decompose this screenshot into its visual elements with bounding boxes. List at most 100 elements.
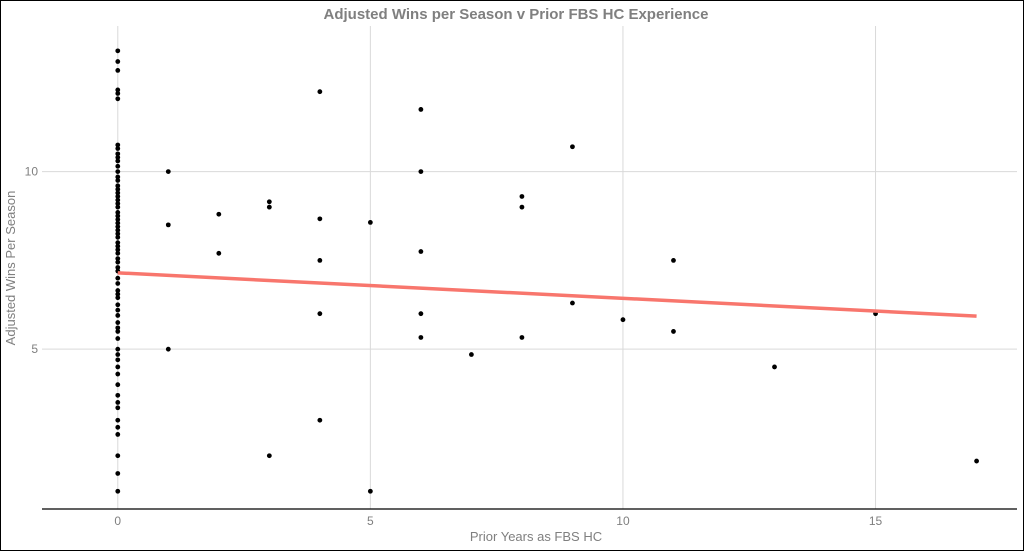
data-point [418, 311, 424, 317]
tick-layer: 0 5 10 15 5 10 [25, 165, 883, 528]
data-point [115, 234, 121, 240]
data-point [115, 295, 121, 301]
data-point [165, 169, 171, 175]
data-point [115, 96, 121, 102]
data-point [570, 300, 575, 306]
data-point [115, 59, 121, 64]
data-point [115, 240, 121, 246]
chart-title: Adjusted Wins per Season v Prior FBS HC … [324, 6, 709, 23]
data-point [115, 382, 121, 388]
data-point [519, 194, 525, 199]
data-point [418, 169, 424, 175]
data-point [115, 256, 121, 262]
data-point [266, 199, 272, 205]
data-point [115, 329, 121, 334]
data-point [115, 392, 121, 398]
data-point [115, 201, 121, 206]
data-point [165, 222, 171, 228]
y-axis-label: Adjusted Wins Per Season [3, 191, 18, 346]
data-point [115, 352, 121, 357]
data-point [115, 155, 121, 160]
data-point [115, 243, 121, 249]
data-point [115, 197, 121, 203]
data-point [115, 313, 121, 318]
data-point [115, 151, 121, 157]
data-point [115, 424, 121, 430]
data-point [115, 471, 121, 476]
x-tick-label: 15 [869, 514, 883, 528]
data-point [115, 91, 121, 96]
data-point [620, 317, 626, 323]
data-point [115, 169, 121, 175]
data-point [115, 217, 121, 222]
data-point [317, 311, 323, 317]
data-point [115, 417, 121, 423]
data-point [115, 453, 121, 459]
data-point [519, 204, 525, 210]
data-point [115, 227, 121, 233]
y-tick-label: 10 [25, 165, 39, 179]
data-point [115, 364, 121, 370]
data-point [367, 219, 373, 225]
data-point [115, 224, 121, 230]
data-point [115, 291, 121, 297]
data-point [115, 183, 121, 189]
x-axis-label: Prior Years as FBS HC [470, 529, 602, 544]
data-point [115, 213, 121, 219]
data-point [418, 107, 424, 112]
data-point [115, 67, 121, 73]
data-point [418, 335, 424, 340]
data-point [115, 174, 121, 180]
data-point [115, 250, 121, 256]
data-point [317, 89, 323, 95]
data-point [317, 417, 323, 423]
data-point [115, 194, 121, 199]
data-point [115, 488, 121, 494]
data-point [115, 432, 121, 437]
data-point [165, 346, 171, 352]
data-point [115, 371, 121, 377]
data-point [974, 458, 979, 464]
data-point [115, 210, 121, 215]
data-point [266, 453, 272, 459]
trend-line [117, 271, 977, 318]
data-point [115, 220, 121, 226]
data-point [519, 335, 525, 340]
data-point [115, 186, 121, 192]
data-point [266, 204, 272, 210]
data-point [115, 405, 121, 411]
data-point [115, 204, 121, 210]
data-point [115, 48, 121, 54]
data-point [115, 346, 121, 352]
data-point [570, 144, 575, 150]
data-point [115, 336, 121, 341]
data-point [115, 281, 121, 286]
grid-layer [42, 26, 1017, 509]
data-point [115, 247, 121, 253]
points-layer [115, 48, 979, 494]
data-point [671, 329, 676, 334]
x-tick-label: 10 [616, 514, 630, 528]
data-point [216, 250, 222, 256]
data-point [115, 265, 121, 270]
data-point [115, 400, 121, 405]
data-point [115, 288, 121, 293]
data-point [115, 87, 121, 93]
data-point [115, 190, 121, 196]
data-point [115, 142, 121, 148]
data-point [115, 178, 121, 183]
data-point [115, 325, 121, 331]
data-point [115, 275, 121, 281]
data-point [115, 307, 121, 313]
data-point [772, 364, 777, 370]
data-point [115, 320, 121, 325]
data-point [115, 163, 121, 169]
data-point [367, 488, 373, 494]
data-point [115, 158, 121, 164]
y-tick-label: 5 [31, 342, 38, 356]
data-point [115, 259, 121, 265]
data-point [317, 257, 323, 263]
data-point [115, 146, 121, 151]
data-point [418, 249, 424, 254]
